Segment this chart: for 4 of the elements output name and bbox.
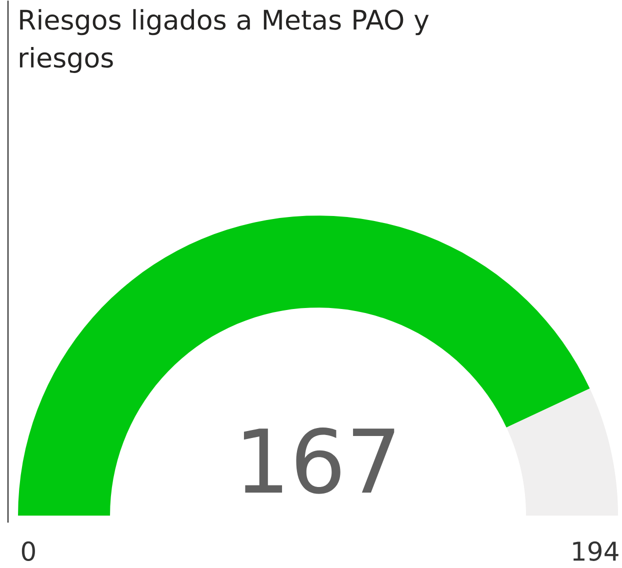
chart-title: Riesgos ligados a Metas PAO y riesgos: [20, 9, 429, 74]
data-label: 167: [244, 428, 394, 494]
text: 0: [22, 542, 35, 562]
text: 194: [573, 542, 618, 562]
